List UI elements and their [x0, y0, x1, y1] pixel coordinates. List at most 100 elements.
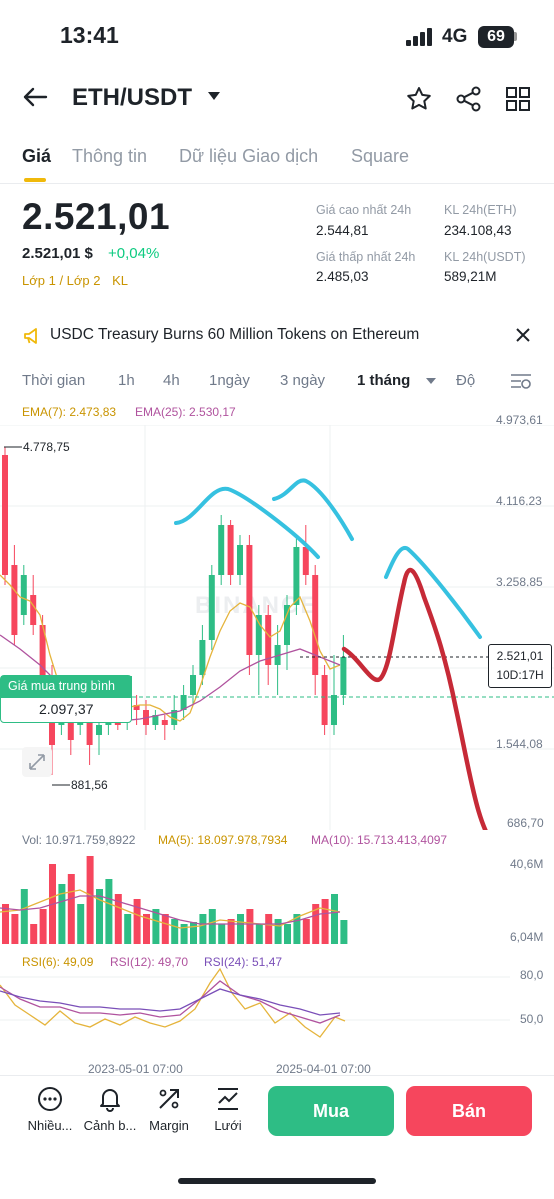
vol-usdt-value: 589,21M	[444, 269, 497, 284]
close-icon[interactable]	[516, 328, 530, 347]
ema25-label: EMA(25): 2.530,17	[135, 405, 236, 419]
more-icon	[38, 1087, 62, 1111]
tab-price[interactable]: Giá	[22, 146, 52, 166]
date-axis-label: 2025-04-01 07:00	[276, 1062, 371, 1076]
price-axis-label: 4.973,61	[496, 413, 543, 427]
drawn-projection-red	[341, 567, 488, 830]
volume-bar	[114, 894, 122, 944]
tf-3d[interactable]: 3 ngày	[280, 372, 326, 389]
price-axis-label: 686,70	[507, 816, 544, 830]
volume-bar	[237, 914, 244, 944]
nav-grid[interactable]: Lưới	[200, 1086, 256, 1133]
volume-bar	[208, 909, 216, 944]
drawn-arc-cyan	[384, 545, 482, 639]
news-banner[interactable]: USDC Treasury Burns 60 Million Tokens on…	[0, 316, 554, 356]
tf-time[interactable]: Thời gian	[22, 372, 86, 389]
date-axis-label: 2023-05-01 07:00	[88, 1062, 183, 1076]
tab-bar: Giá Thông tin Dữ liệu Giao dịch Square	[0, 140, 554, 184]
volume-bar	[321, 899, 329, 944]
layer-label[interactable]: Lớp 1 / Lớp 2	[22, 273, 101, 288]
sell-button[interactable]: Bán	[406, 1086, 532, 1136]
price-axis-label: 4.116,23	[496, 494, 542, 508]
candle-body	[67, 710, 74, 740]
tab-trading-data[interactable]: Dữ liệu Giao dịch	[179, 146, 319, 166]
back-arrow-icon[interactable]	[22, 86, 48, 113]
margin-icon	[159, 1089, 179, 1109]
ema7-label: EMA(7): 2.473,83	[22, 405, 117, 419]
tf-1h[interactable]: 1h	[118, 372, 135, 389]
vol-label: Vol: 10.971.759,8922	[22, 833, 136, 847]
candle-body	[312, 575, 319, 675]
price-axis-label: 1.544,08	[496, 737, 543, 751]
volume-bar	[171, 919, 179, 944]
volume-bar	[105, 879, 113, 944]
volume-bar	[161, 914, 169, 944]
volume-chart	[0, 856, 348, 944]
candle-body	[208, 575, 215, 640]
price-change: +0,04%	[108, 245, 160, 262]
volume-bar	[302, 919, 310, 944]
candle-body	[255, 615, 262, 655]
home-indicator	[178, 1178, 376, 1184]
nav-margin[interactable]: Margin	[141, 1086, 197, 1133]
vol-usdt-label: KL 24h(USDT)	[444, 250, 526, 264]
vol-axis-label: 40,6M	[510, 857, 544, 871]
candle-body	[190, 675, 196, 695]
candlestick-chart[interactable]: BINANCE 4.778,75 881,56	[0, 425, 554, 830]
ma10-label: MA(10): 15.713.413,4097	[311, 833, 448, 847]
tf-1m[interactable]: 1 tháng	[357, 372, 411, 389]
avg-buy-tag[interactable]: Giá mua trung bình 2.097,37	[0, 675, 132, 723]
tf-4h[interactable]: 4h	[163, 372, 180, 389]
pair-title[interactable]: ETH/USDT	[72, 84, 192, 111]
volume-bar	[77, 904, 85, 944]
candle-body	[133, 705, 140, 710]
volume-bar	[312, 904, 320, 944]
drawn-arc-cyan	[174, 486, 320, 559]
rsi12-label: RSI(12): 49,70	[110, 955, 189, 969]
volume-bar	[39, 909, 47, 944]
vol-axis-label: 6,04M	[510, 930, 544, 944]
vol-eth-label: KL 24h(ETH)	[444, 203, 517, 217]
nav-alert-label: Cảnh b...	[83, 1118, 137, 1133]
high-marker: 4.778,75	[23, 440, 70, 454]
tab-info[interactable]: Thông tin	[72, 146, 148, 166]
volume-bar	[190, 922, 197, 944]
nav-more[interactable]: Nhiều...	[22, 1086, 78, 1133]
kl-label[interactable]: KL	[112, 273, 129, 288]
grid-menu-icon[interactable]	[505, 86, 531, 117]
expand-icon[interactable]	[22, 747, 52, 777]
last-price: 2.521,01	[22, 196, 171, 237]
candle-body	[96, 725, 102, 735]
bell-icon	[100, 1089, 120, 1112]
candle-body	[274, 645, 281, 665]
volume-bar	[20, 889, 28, 944]
chart-settings-icon[interactable]	[510, 372, 532, 395]
volume-bar	[58, 884, 66, 944]
rsi-chart	[0, 967, 510, 1038]
volume-bar	[340, 920, 348, 944]
nav-alert[interactable]: Cảnh b...	[82, 1086, 138, 1133]
candle-body	[30, 595, 37, 625]
share-icon[interactable]	[455, 85, 483, 118]
star-icon[interactable]	[405, 85, 433, 118]
vol-eth-value: 234.108,43	[444, 223, 512, 238]
buy-button[interactable]: Mua	[268, 1086, 394, 1136]
signal-icon	[406, 28, 434, 51]
rsi-axis-label: 80,0	[520, 968, 544, 982]
volume-bar	[331, 894, 338, 944]
candle-body	[246, 545, 253, 655]
tf-1d[interactable]: 1ngày	[209, 372, 250, 389]
drawn-arc-cyan	[272, 478, 354, 541]
status-time: 13:41	[60, 22, 119, 48]
rsi6-line	[0, 967, 346, 1038]
tf-caret-icon[interactable]	[426, 378, 436, 384]
tf-depth[interactable]: Độ	[456, 372, 476, 389]
chevron-down-icon[interactable]	[208, 92, 220, 100]
current-price-tag: 2.521,01 10D:17H	[488, 644, 552, 688]
volume-bar	[30, 924, 38, 944]
volume-bar	[218, 924, 226, 944]
news-text[interactable]: USDC Treasury Burns 60 Million Tokens on…	[50, 326, 420, 343]
tab-square[interactable]: Square	[351, 146, 410, 166]
candle-body	[237, 545, 243, 575]
candle-body	[39, 625, 46, 675]
